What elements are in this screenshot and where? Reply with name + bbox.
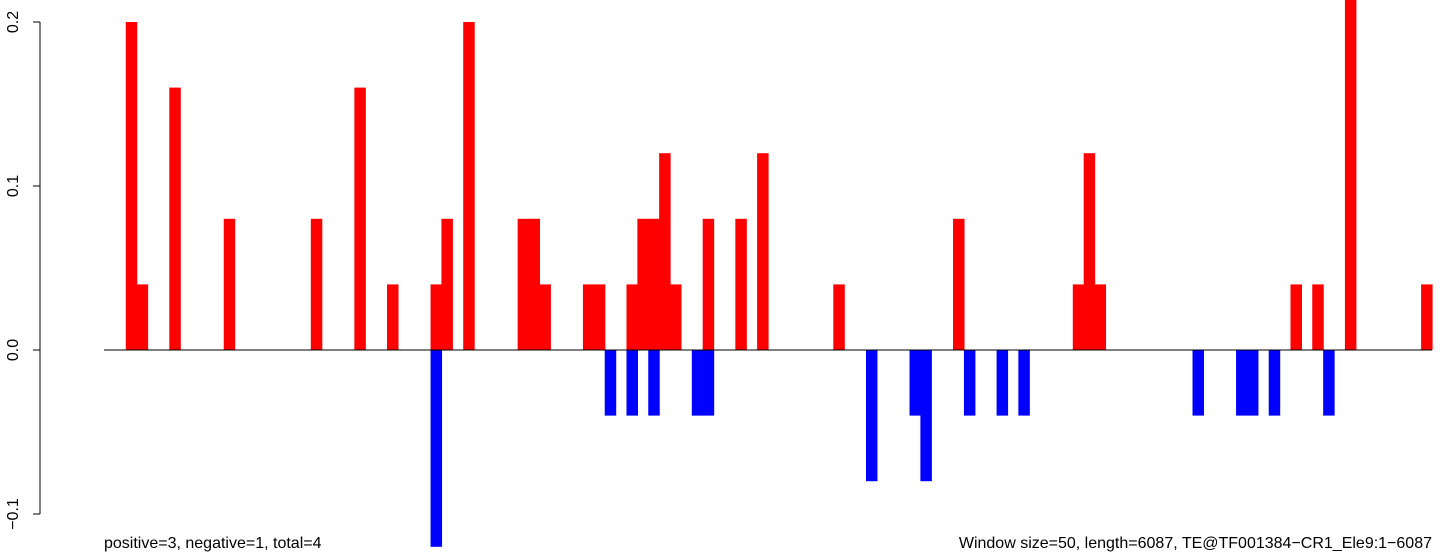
positive-bar-window-39 (517, 218, 530, 350)
positive-bar-window-7 (169, 87, 181, 350)
footer-window-info: Window size=50, length=6087, TE@TF001384… (959, 535, 1432, 552)
negative-bar-window-106 (1246, 350, 1259, 416)
positive-bar-window-20 (310, 218, 323, 350)
negative-bar-window-108 (1268, 350, 1281, 416)
negative-bar-window-51 (648, 350, 660, 416)
positive-bar-window-34 (463, 22, 475, 350)
positive-bar-window-12 (223, 218, 236, 350)
negative-bars-group (430, 350, 1335, 547)
negative-bar-window-75 (909, 350, 921, 416)
positive-bar-window-53 (670, 284, 682, 350)
negative-bar-window-113 (1323, 350, 1335, 416)
positive-bar-window-90 (1072, 284, 1085, 350)
negative-bar-window-76 (920, 350, 932, 482)
positive-bar-window-50 (637, 218, 649, 350)
positive-bar-window-79 (953, 218, 965, 350)
negative-bar-window-101 (1192, 350, 1205, 416)
positive-bar-window-56 (702, 218, 715, 350)
positive-bar-window-45 (582, 284, 595, 350)
positive-bar-window-91 (1083, 153, 1096, 350)
positive-bar-window-52 (659, 153, 671, 350)
positive-bar-window-112 (1312, 284, 1324, 350)
y-tick-label: 0.1 (5, 175, 22, 197)
positive-bar-window-49 (626, 284, 638, 350)
positive-bar-window-59 (735, 218, 747, 350)
negative-bar-window-47 (604, 350, 617, 416)
positive-bar-window-92 (1094, 284, 1107, 350)
positive-bar-window-122 (1421, 284, 1433, 350)
negative-bar-window-80 (963, 350, 976, 416)
footer-summary: positive=3, negative=1, total=4 (104, 535, 322, 552)
positive-bar-window-46 (593, 284, 606, 350)
positive-bar-window-40 (528, 218, 541, 350)
negative-bar-window-55 (691, 350, 704, 416)
positive-bar-window-32 (441, 218, 453, 350)
negative-bar-window-105 (1236, 350, 1248, 416)
positive-bar-window-31 (430, 284, 443, 350)
negative-bar-window-83 (996, 350, 1009, 416)
negative-bar-window-31 (430, 350, 443, 547)
y-tick-label: 0.0 (5, 339, 22, 361)
positive-bar-window-110 (1290, 284, 1302, 350)
negative-bar-window-49 (626, 350, 638, 416)
positive-bar-window-68 (833, 284, 845, 350)
positive-bar-window-115 (1344, 0, 1357, 350)
negative-bar-window-71 (865, 350, 878, 482)
positive-bar-window-51 (648, 218, 660, 350)
positive-bar-window-27 (387, 284, 399, 350)
positive-bar-window-41 (539, 284, 551, 350)
positive-bar-window-24 (354, 87, 366, 350)
negative-bar-window-56 (702, 350, 715, 416)
y-axis: −0.1 0.0 0.1 0.2 (5, 11, 41, 530)
positive-bar-window-61 (757, 153, 769, 350)
y-tick-label: −0.1 (5, 498, 22, 530)
positive-bar-window-4 (136, 284, 149, 350)
positive-bars-group (125, 0, 1433, 350)
positive-bar-window-3 (125, 22, 138, 350)
negative-bar-window-85 (1018, 350, 1030, 416)
y-tick-label: 0.2 (5, 11, 22, 33)
